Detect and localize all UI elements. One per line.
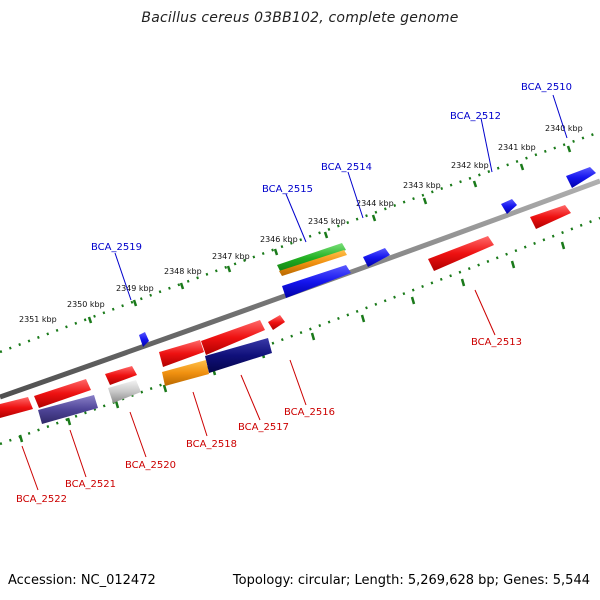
map-title: Bacillus cereus 03BB102, complete genome (141, 10, 459, 26)
gene-bca-2521[interactable] (38, 395, 98, 424)
scale-label: 2345 kbp (308, 217, 346, 226)
gene-red-mid[interactable] (201, 320, 265, 355)
outer-major-ticks (87, 145, 572, 324)
gene-bca-2518[interactable] (162, 360, 209, 386)
forward-genes (139, 167, 596, 347)
gene-label[interactable]: BCA_2510 (521, 82, 572, 93)
gene-label[interactable]: BCA_2521 (65, 479, 116, 490)
label-leader-lines (21, 94, 568, 491)
gene-bca-2519[interactable] (139, 332, 149, 347)
gene-label[interactable]: BCA_2522 (16, 494, 67, 505)
gene-label[interactable]: BCA_2515 (262, 184, 313, 195)
gene-bca-2517[interactable] (205, 338, 272, 373)
inner-tick-ring (0, 216, 600, 446)
gene-label[interactable]: BCA_2516 (284, 407, 335, 418)
gene-green[interactable] (277, 243, 346, 273)
gene-bca-2520[interactable] (108, 380, 141, 403)
gene-bca-2510[interactable] (566, 167, 596, 188)
gene-small-red[interactable] (105, 366, 137, 385)
gene-label[interactable]: BCA_2518 (186, 439, 237, 450)
accession-text: Accession: NC_012472 (8, 573, 156, 588)
reverse-genes (0, 205, 571, 424)
gene-bca-2515[interactable] (282, 265, 351, 298)
gene-label[interactable]: BCA_2514 (321, 162, 372, 173)
gene-label[interactable]: BCA_2512 (450, 111, 501, 122)
scale-label: 2348 kbp (164, 267, 202, 276)
scale-label: 2344 kbp (356, 199, 394, 208)
genome-summary-text: Topology: circular; Length: 5,269,628 bp… (232, 573, 590, 588)
gene-bca-2516[interactable] (268, 315, 285, 330)
gene-label[interactable]: BCA_2519 (91, 242, 142, 253)
gene-label[interactable]: BCA_2513 (471, 337, 522, 348)
gene-bca-2512[interactable] (501, 199, 517, 214)
reverse-gene-labels: BCA_2513 BCA_2516 BCA_2517 BCA_2518 BCA_… (16, 337, 522, 505)
gene-red-left[interactable] (159, 340, 204, 367)
scale-label: 2350 kbp (67, 300, 105, 309)
gene-red-right[interactable] (530, 205, 571, 229)
scale-label: 2347 kbp (212, 252, 250, 261)
scale-labels: 2340 kbp 2341 kbp 2342 kbp 2343 kbp 2344… (19, 124, 583, 324)
gene-red-far-left[interactable] (34, 379, 91, 408)
scale-label: 2342 kbp (451, 161, 489, 170)
outer-tick-ring (0, 130, 600, 354)
gene-bca-2513[interactable] (428, 236, 494, 271)
gene-orange-forward[interactable] (279, 250, 347, 276)
gene-label[interactable]: BCA_2520 (125, 460, 176, 471)
scale-label: 2343 kbp (403, 181, 441, 190)
gene-bca-2522[interactable] (0, 397, 33, 418)
gene-label[interactable]: BCA_2517 (238, 422, 289, 433)
scale-label: 2349 kbp (116, 284, 154, 293)
scale-label: 2346 kbp (260, 235, 298, 244)
scale-label: 2351 kbp (19, 315, 57, 324)
gene-bca-2514[interactable] (363, 248, 390, 267)
scale-label: 2341 kbp (498, 143, 536, 152)
forward-gene-labels: BCA_2510 BCA_2512 BCA_2514 BCA_2515 BCA_… (91, 82, 572, 253)
